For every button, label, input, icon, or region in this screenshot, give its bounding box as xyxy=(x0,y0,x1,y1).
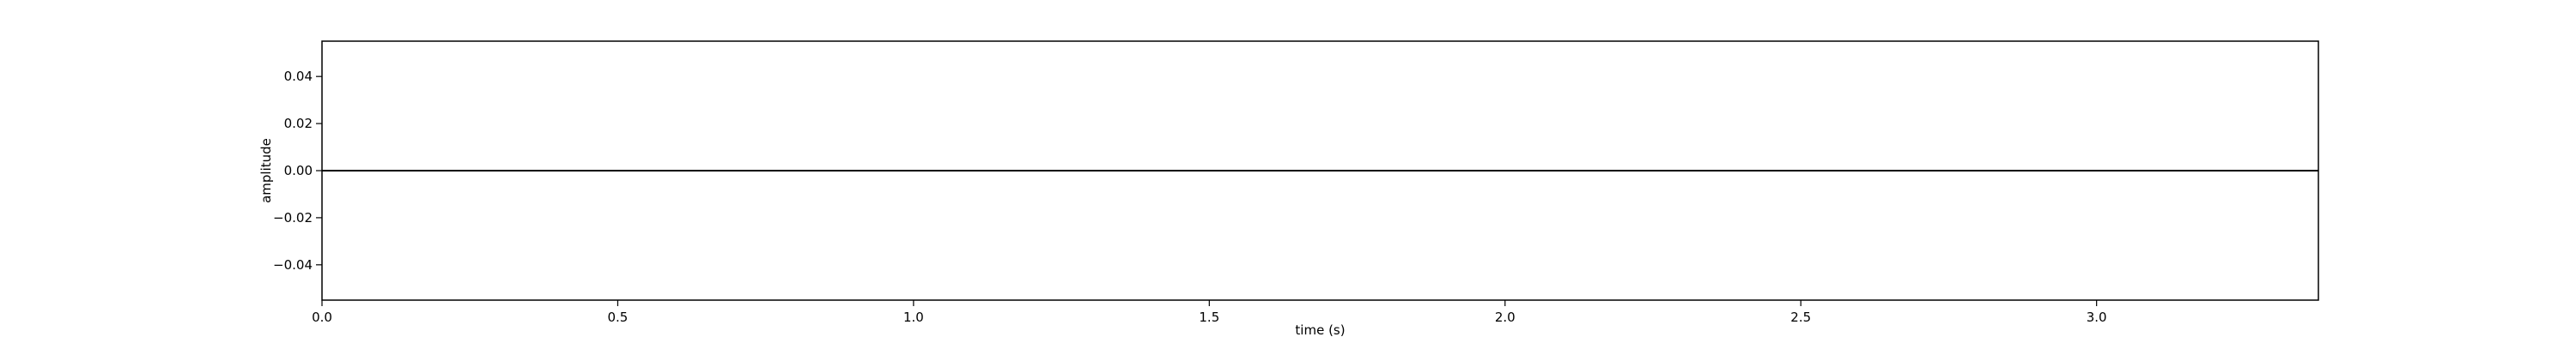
x-tick-label: 0.5 xyxy=(608,310,629,325)
x-tick-label: 1.0 xyxy=(903,310,924,325)
x-tick-label: 0.0 xyxy=(312,310,332,325)
y-axis-label: amplitude xyxy=(258,138,274,203)
y-axis: 0.04 0.02 0.00 −0.02 −0.04 xyxy=(273,69,322,273)
x-tick-label: 1.5 xyxy=(1199,310,1219,325)
plot-frame xyxy=(321,40,2319,301)
y-tick-label: −0.04 xyxy=(273,257,313,273)
x-axis-label: time (s) xyxy=(1295,322,1345,338)
y-tick-label: 0.00 xyxy=(284,163,313,178)
x-tick-label: 2.0 xyxy=(1495,310,1516,325)
y-tick-label: −0.02 xyxy=(273,210,313,226)
x-tick-label: 2.5 xyxy=(1790,310,1811,325)
x-tick-label: 3.0 xyxy=(2087,310,2107,325)
y-tick-label: 0.04 xyxy=(284,69,313,84)
y-tick-label: 0.02 xyxy=(284,116,313,131)
x-axis: 0.0 0.5 1.0 1.5 2.0 2.5 3.0 xyxy=(312,300,2107,325)
